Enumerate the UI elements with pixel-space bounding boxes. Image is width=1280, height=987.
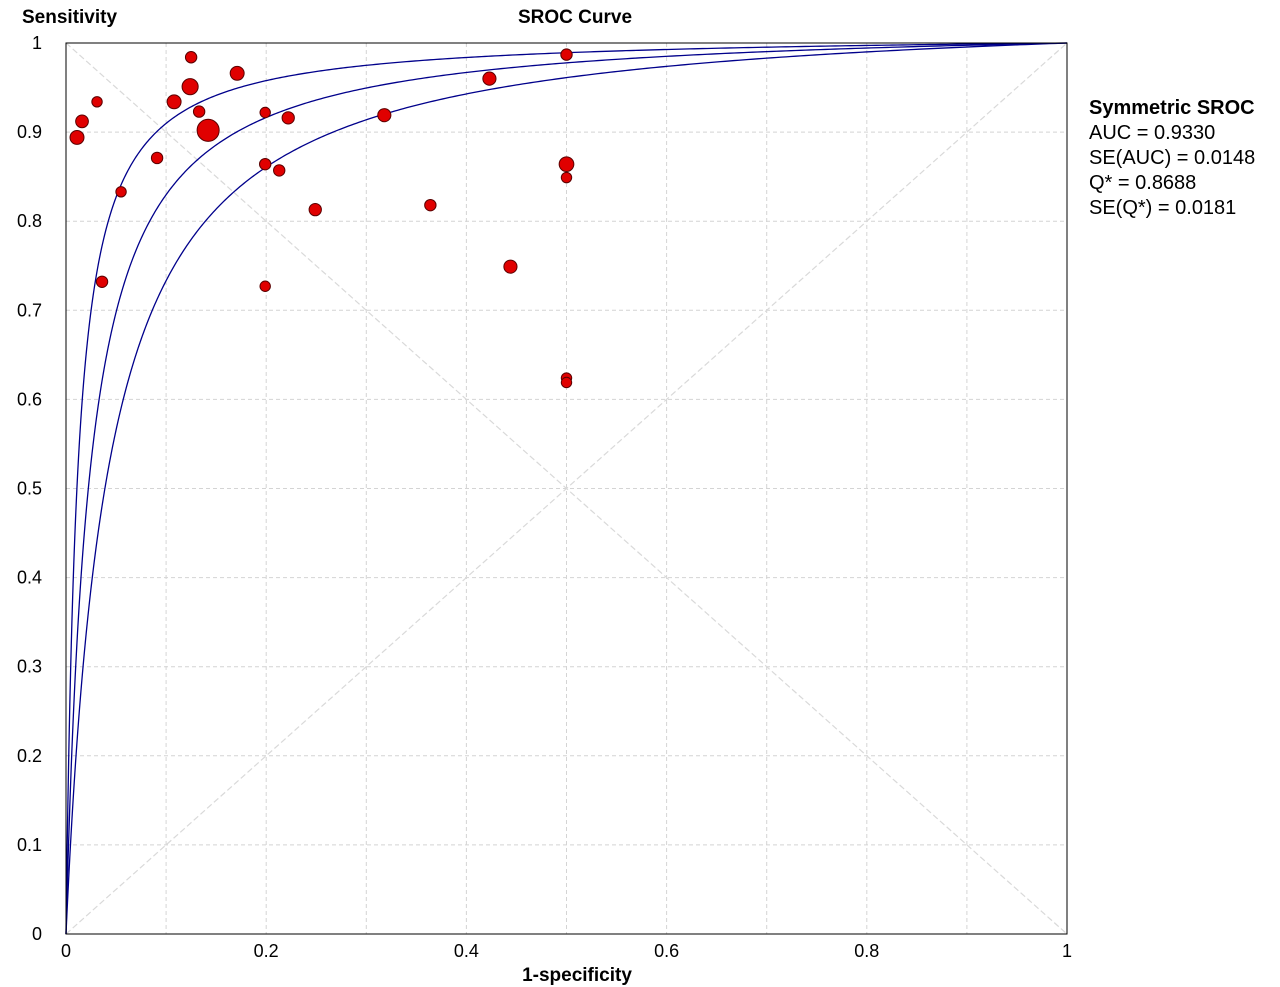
x-tick-label: 0.4: [454, 941, 479, 961]
study-point: [377, 108, 392, 123]
study-point: [308, 202, 322, 217]
study-point: [281, 111, 295, 125]
study-point: [196, 118, 220, 142]
sroc-lower-bound-curve: [65, 42, 1068, 935]
y-tick-labels: 0 0.1 0.2 0.3 0.4 0.5 0.6 0.7 0.8 0.9 1: [17, 33, 42, 944]
x-axis-label: 1-specificity: [522, 965, 632, 986]
x-tick-label: 0: [61, 941, 71, 961]
x-tick-label: 0.8: [854, 941, 879, 961]
se-q-star-value: SE(Q*) = 0.0181: [1089, 197, 1237, 219]
study-point: [560, 376, 573, 389]
study-point: [424, 198, 437, 212]
study-point: [150, 151, 164, 165]
study-point: [229, 65, 245, 81]
x-tick-label: 1: [1062, 941, 1072, 961]
study-point: [115, 186, 127, 198]
study-point: [259, 157, 272, 171]
x-tick-label: 0.2: [254, 941, 279, 961]
study-point: [560, 48, 573, 61]
study-points: [69, 48, 575, 389]
y-tick-label: 0.6: [17, 389, 42, 409]
study-point: [181, 78, 199, 96]
y-tick-label: 0.4: [17, 568, 42, 588]
study-point: [69, 129, 85, 145]
study-point: [273, 164, 286, 177]
y-tick-label: 0.7: [17, 300, 42, 320]
study-point: [259, 106, 271, 119]
q-star-value: Q* = 0.8688: [1089, 172, 1197, 194]
y-tick-label: 0.9: [17, 122, 42, 142]
y-tick-label: 0.5: [17, 479, 42, 499]
study-point: [560, 171, 573, 184]
y-tick-label: 0: [32, 924, 42, 944]
auc-value: AUC = 0.9330: [1089, 122, 1216, 144]
x-tick-labels: 0 0.2 0.4 0.6 0.8 1: [61, 941, 1072, 961]
sroc-curves: [65, 42, 1068, 935]
study-point: [259, 280, 271, 292]
sroc-curve: [65, 42, 1068, 934]
sroc-upper-bound-curve: [65, 42, 1068, 934]
y-tick-label: 1: [32, 33, 42, 53]
plot-frame: [65, 42, 1068, 935]
study-point: [91, 96, 103, 108]
stats-title: Symmetric SROC: [1089, 97, 1255, 119]
study-point: [503, 259, 518, 274]
q-star-diagonal: [65, 42, 1068, 935]
study-point: [166, 94, 182, 110]
y-tick-label: 0.2: [17, 746, 42, 766]
y-axis-label: Sensitivity: [22, 7, 117, 28]
study-point: [558, 156, 575, 173]
se-auc-value: SE(AUC) = 0.0148: [1089, 147, 1256, 169]
x-tick-label: 0.6: [654, 941, 679, 961]
study-point: [184, 51, 198, 64]
study-point: [192, 105, 206, 118]
diagonal-lines: [65, 42, 1068, 935]
y-tick-label: 0.3: [17, 657, 42, 677]
y-tick-label: 0.8: [17, 211, 42, 231]
stats-panel: Symmetric SROC AUC = 0.9330 SE(AUC) = 0.…: [1089, 96, 1255, 221]
study-point: [75, 114, 89, 129]
study-point: [482, 71, 497, 86]
chart-title: SROC Curve: [518, 7, 632, 28]
study-point: [95, 275, 109, 288]
y-tick-label: 0.1: [17, 835, 42, 855]
